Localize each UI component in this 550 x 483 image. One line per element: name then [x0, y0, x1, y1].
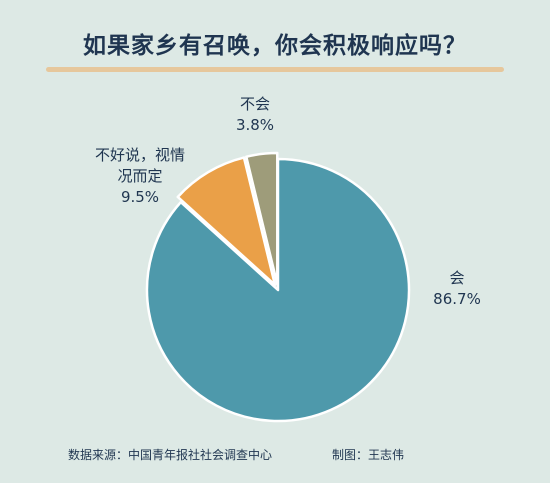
slice-label-yes-name: 会 — [449, 269, 465, 287]
title-underline — [46, 67, 504, 72]
slice-label-yes: 会 86.7% — [418, 268, 496, 310]
pie-slice-unsure — [176, 156, 277, 287]
slice-label-no-name: 不会 — [239, 95, 270, 113]
footer-credit: 制图：王志伟 — [332, 448, 405, 462]
pie-slice-no — [245, 151, 279, 286]
footer-source: 数据来源：中国青年报社社会调查中心 — [68, 448, 273, 462]
slice-label-unsure-name-line1: 不好说，视情 — [94, 146, 185, 164]
pie-slice-yes — [145, 157, 411, 423]
slice-label-no-value: 3.8% — [235, 116, 275, 134]
slice-label-unsure-value: 9.5% — [120, 188, 160, 206]
slice-label-unsure: 不好说，视情 况而定 9.5% — [82, 145, 198, 208]
slice-label-no: 不会 3.8% — [228, 94, 282, 136]
chart-title: 如果家乡有召唤，你会积极响应吗？ — [83, 33, 467, 59]
slice-label-yes-value: 86.7% — [433, 290, 481, 308]
slice-label-unsure-name-line2: 况而定 — [117, 167, 163, 185]
